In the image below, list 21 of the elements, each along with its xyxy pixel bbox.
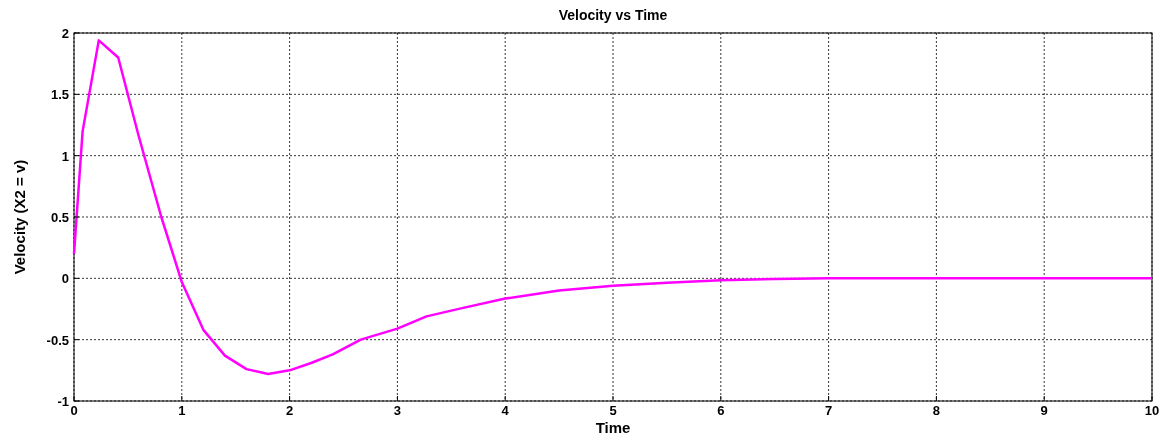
y-tick-label: -0.5 [46,332,69,348]
x-tick-label: 2 [285,403,294,418]
y-tick-label: 0 [61,271,69,287]
y-tick-label: 0.5 [50,210,69,225]
x-tick-label: 3 [393,403,402,418]
line-series [72,39,1154,376]
x-tick-label: 1 [178,403,186,418]
x-tick-label: 8 [932,403,941,418]
x-tick-label: 7 [824,403,833,418]
y-tick-label: 2 [61,26,69,41]
x-tick-label: 4 [501,403,510,418]
y-axis-title: Velocity (X2 = v) [11,159,28,275]
x-axis-title: Time [595,419,631,436]
x-tick-label: 9 [1040,403,1048,418]
y-tick-label: 1 [61,148,69,164]
x-tick-label: 10 [1144,403,1160,418]
y-tick-label: 1.5 [50,87,69,103]
x-tick-label: 6 [717,403,725,418]
x-tick-label: 5 [609,403,617,418]
chart-title: Velocity vs Time [558,7,668,23]
y-tick-label: -1 [57,394,69,409]
